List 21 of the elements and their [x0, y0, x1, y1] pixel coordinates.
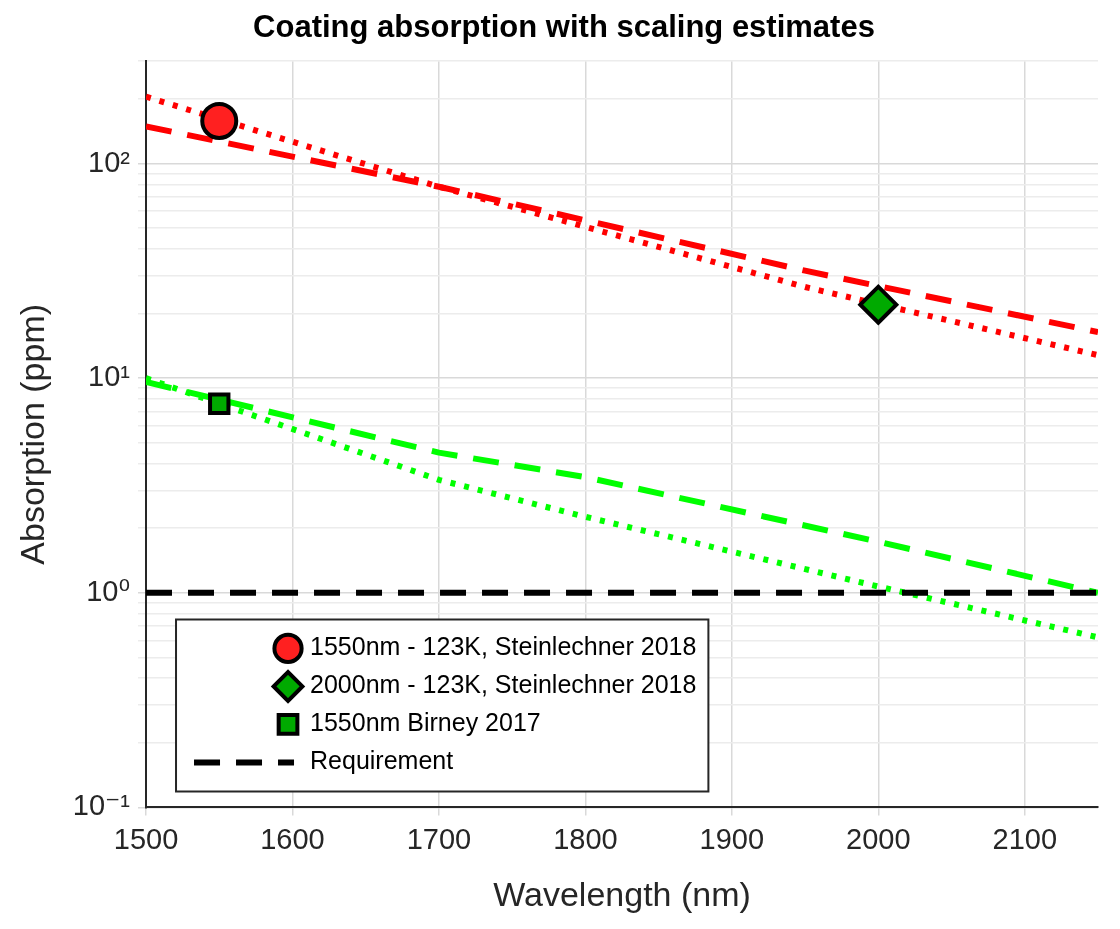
x-tick-label: 2000: [846, 822, 911, 855]
x-tick-label: 1600: [260, 822, 325, 855]
legend-label: Requirement: [310, 746, 454, 775]
y-tick-label: 10⁻¹: [72, 789, 131, 822]
x-tick-label: 1500: [113, 822, 179, 855]
x-tick-label: 1700: [406, 822, 472, 855]
x-tick-label: 1800: [553, 822, 618, 855]
legend-label: 1550nm Birney 2017: [310, 708, 541, 737]
point: [200, 101, 239, 140]
y-tick-label: 10⁰: [86, 574, 131, 607]
legend-label: 2000nm - 123K, Steinlechner 2018: [310, 670, 697, 699]
y-tick-label: 10²: [88, 145, 131, 178]
y-axis-title: Absorption (ppm): [12, 303, 51, 565]
chart-title: Coating absorption with scaling estimates: [253, 9, 875, 45]
x-tick-label: 1900: [699, 822, 765, 855]
x-tick-label: 2100: [992, 822, 1058, 855]
point: [208, 392, 231, 415]
point: [858, 284, 899, 325]
x-axis-title: Wavelength (nm): [493, 874, 751, 913]
y-tick-label: 10¹: [88, 360, 131, 393]
legend-label: 1550nm - 123K, Steinlechner 2018: [310, 632, 697, 661]
